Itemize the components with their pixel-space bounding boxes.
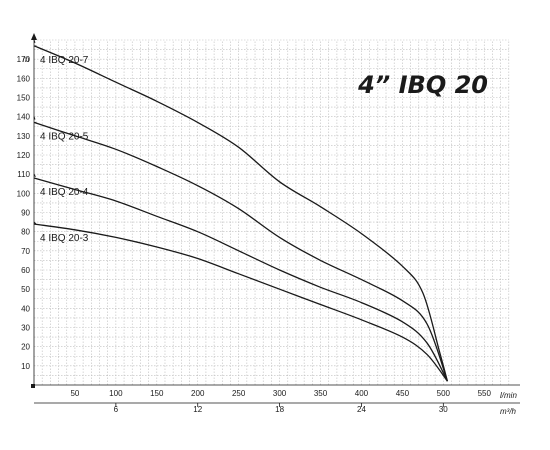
x2-tick-label: 30 bbox=[439, 405, 448, 414]
y-axis-unit: m bbox=[23, 55, 30, 64]
y-tick-label: 60 bbox=[21, 266, 30, 275]
x2-tick-label: 24 bbox=[357, 405, 366, 414]
series-curve-1 bbox=[33, 45, 449, 382]
y-tick-label: 160 bbox=[17, 74, 31, 83]
grid bbox=[34, 39, 510, 385]
x-tick-label: 50 bbox=[70, 389, 79, 398]
y-tick-label: 50 bbox=[21, 285, 30, 294]
x-tick-label: 150 bbox=[150, 389, 164, 398]
y-tick-label: 120 bbox=[17, 151, 31, 160]
series-labels: 4 IBQ 20-7 4 IBQ 20-5 4 IBQ 20-4 4 IBQ 20-3 bbox=[40, 55, 89, 244]
series-curve-3 bbox=[33, 177, 448, 382]
y-tick-label: 110 bbox=[17, 170, 30, 179]
x2-tick-label: 12 bbox=[193, 405, 202, 414]
x-tick-label: 550 bbox=[478, 389, 492, 398]
y-tick-label: 100 bbox=[17, 189, 31, 198]
y-tick-label: 80 bbox=[21, 228, 30, 237]
y-tick-label: 90 bbox=[21, 209, 30, 218]
x-tick-label: 200 bbox=[191, 389, 205, 398]
x2-tick-label: 18 bbox=[275, 405, 284, 414]
x-tick-label: 400 bbox=[355, 389, 369, 398]
series-curve-4 bbox=[33, 223, 448, 382]
y-tick-label: 30 bbox=[21, 324, 30, 333]
x-axis-unit: l/min bbox=[500, 391, 517, 400]
origin-marker bbox=[31, 384, 35, 388]
series-label-2: 4 IBQ 20-5 bbox=[40, 131, 89, 142]
series-extension-2 bbox=[33, 116, 37, 123]
y-tick-label: 130 bbox=[17, 132, 31, 141]
y-tick-label: 20 bbox=[21, 343, 30, 352]
series-extension-3 bbox=[33, 173, 37, 179]
x-tick-label: 350 bbox=[314, 389, 328, 398]
axes bbox=[31, 33, 520, 407]
y-tick-label: 10 bbox=[21, 362, 30, 371]
x2-tick-label: 6 bbox=[114, 405, 119, 414]
chart-title: 4” IBQ 20 bbox=[357, 71, 488, 99]
y-tick-label: 150 bbox=[17, 94, 31, 103]
curves bbox=[33, 39, 449, 382]
y-tick-label: 70 bbox=[21, 247, 30, 256]
series-curve-2 bbox=[33, 121, 449, 382]
series-label-1: 4 IBQ 20-7 bbox=[40, 55, 89, 66]
x-tick-label: 500 bbox=[437, 389, 451, 398]
x-tick-label: 450 bbox=[396, 389, 410, 398]
x-tick-label: 250 bbox=[232, 389, 246, 398]
y-tick-label: 170 bbox=[17, 55, 31, 64]
series-extension-1 bbox=[33, 39, 37, 46]
series-label-4: 4 IBQ 20-3 bbox=[40, 233, 89, 244]
y-tick-label: 140 bbox=[17, 113, 31, 122]
x-tick-label: 300 bbox=[273, 389, 287, 398]
tick-labels: 10 20 30 40 50 60 70 80 90 100 110 120 130 140 150 160 1… bbox=[17, 55, 492, 414]
y-tick-label: 40 bbox=[21, 304, 30, 313]
x-tick-label: 100 bbox=[109, 389, 123, 398]
x2-axis-unit: m³/h bbox=[500, 407, 517, 416]
series-label-3: 4 IBQ 20-4 bbox=[40, 187, 89, 198]
y-axis-arrow bbox=[31, 33, 37, 40]
